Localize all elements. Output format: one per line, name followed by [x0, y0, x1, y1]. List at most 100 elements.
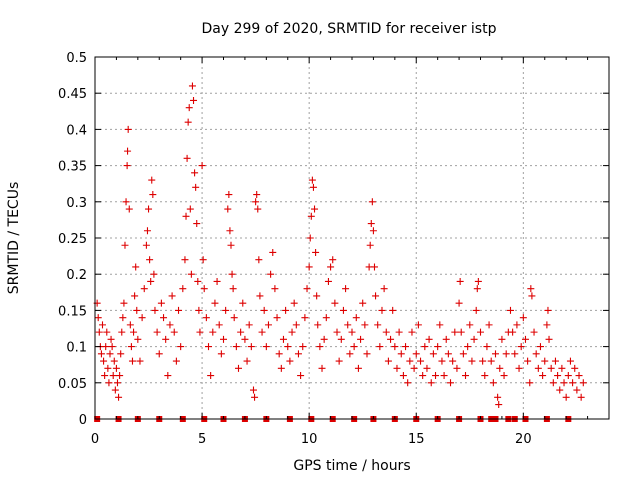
- data-point: [269, 248, 277, 256]
- data-point: [374, 321, 382, 329]
- data-point: [566, 357, 574, 365]
- data-point: [327, 263, 335, 271]
- data-point: [282, 306, 290, 314]
- data-point: [303, 285, 311, 293]
- data-point: [222, 306, 230, 314]
- data-point: [498, 335, 506, 343]
- x-axis-label: GPS time / hours: [293, 458, 410, 474]
- data-point: [220, 335, 227, 343]
- data-point: [227, 241, 235, 249]
- data-point: [292, 321, 300, 329]
- data-point: [262, 343, 270, 351]
- data-point: [124, 125, 132, 133]
- data-point: [112, 364, 120, 372]
- data-point: [297, 372, 305, 380]
- data-point: [98, 321, 106, 329]
- data-point: [342, 285, 350, 293]
- data-point: [544, 306, 552, 314]
- data-point: [239, 299, 247, 307]
- data-point: [308, 176, 316, 184]
- data-point: [299, 343, 307, 351]
- data-point: [312, 248, 320, 256]
- data-point: [113, 379, 121, 387]
- data-point: [477, 328, 484, 336]
- data-point: [472, 306, 480, 314]
- data-point: [329, 256, 337, 264]
- data-point: [150, 270, 158, 278]
- data-point: [519, 314, 527, 322]
- data-point: [121, 241, 129, 249]
- data-point: [473, 285, 481, 293]
- data-point: [143, 227, 151, 235]
- x-tick-label: 5: [198, 432, 206, 447]
- data-point: [230, 314, 238, 322]
- data-point: [575, 372, 583, 380]
- data-point: [251, 393, 259, 401]
- data-point: [357, 335, 365, 343]
- data-point: [97, 350, 105, 358]
- data-point: [193, 220, 201, 228]
- data-point: [313, 292, 321, 300]
- data-point: [571, 364, 579, 372]
- data-point: [260, 306, 268, 314]
- data-point: [335, 357, 343, 365]
- data-point: [170, 328, 178, 336]
- data-point: [128, 357, 136, 365]
- data-point: [496, 364, 504, 372]
- data-point: [359, 299, 367, 307]
- data-point: [123, 162, 131, 170]
- data-point: [534, 364, 542, 372]
- data-point: [288, 328, 296, 336]
- data-point: [95, 328, 103, 336]
- data-point: [485, 321, 493, 329]
- data-point: [380, 285, 388, 293]
- data-point: [417, 357, 425, 365]
- data-point: [333, 328, 341, 336]
- data-point: [474, 277, 482, 285]
- y-tick-label: 0.25: [58, 232, 87, 247]
- x-tick-label: 10: [301, 432, 318, 447]
- data-point: [361, 321, 369, 329]
- data-point: [410, 364, 418, 372]
- data-point: [352, 314, 360, 322]
- data-point: [419, 372, 427, 380]
- data-point: [198, 162, 206, 170]
- data-point: [253, 191, 261, 199]
- data-point: [459, 350, 467, 358]
- data-point: [447, 379, 455, 387]
- data-point: [255, 256, 263, 264]
- x-tick-labels: 0 5 10 15 20: [91, 432, 532, 447]
- data-point: [558, 364, 566, 372]
- data-point: [378, 306, 386, 314]
- y-tick-label: 0.05: [58, 377, 87, 392]
- data-point: [421, 343, 429, 351]
- data-point: [408, 328, 416, 336]
- data-point: [228, 270, 236, 278]
- data-point: [258, 328, 266, 336]
- data-point: [348, 328, 356, 336]
- data-point: [449, 357, 457, 365]
- data-point: [414, 321, 422, 329]
- data-point: [489, 379, 497, 387]
- data-point: [451, 328, 459, 336]
- data-point: [562, 393, 570, 401]
- data-point: [94, 314, 102, 322]
- data-point: [245, 321, 253, 329]
- data-point: [530, 328, 538, 336]
- data-point: [122, 198, 130, 206]
- data-point: [346, 350, 354, 358]
- data-point: [162, 335, 170, 343]
- data-point: [547, 364, 555, 372]
- data-point: [151, 306, 159, 314]
- data-point: [145, 205, 153, 213]
- data-point: [432, 372, 440, 380]
- data-point: [202, 314, 210, 322]
- data-point: [155, 350, 163, 358]
- data-point: [556, 386, 564, 394]
- data-point: [252, 198, 260, 206]
- data-point: [402, 343, 410, 351]
- data-point: [301, 314, 309, 322]
- data-point: [213, 277, 221, 285]
- data-point: [322, 314, 330, 322]
- data-point: [183, 154, 191, 162]
